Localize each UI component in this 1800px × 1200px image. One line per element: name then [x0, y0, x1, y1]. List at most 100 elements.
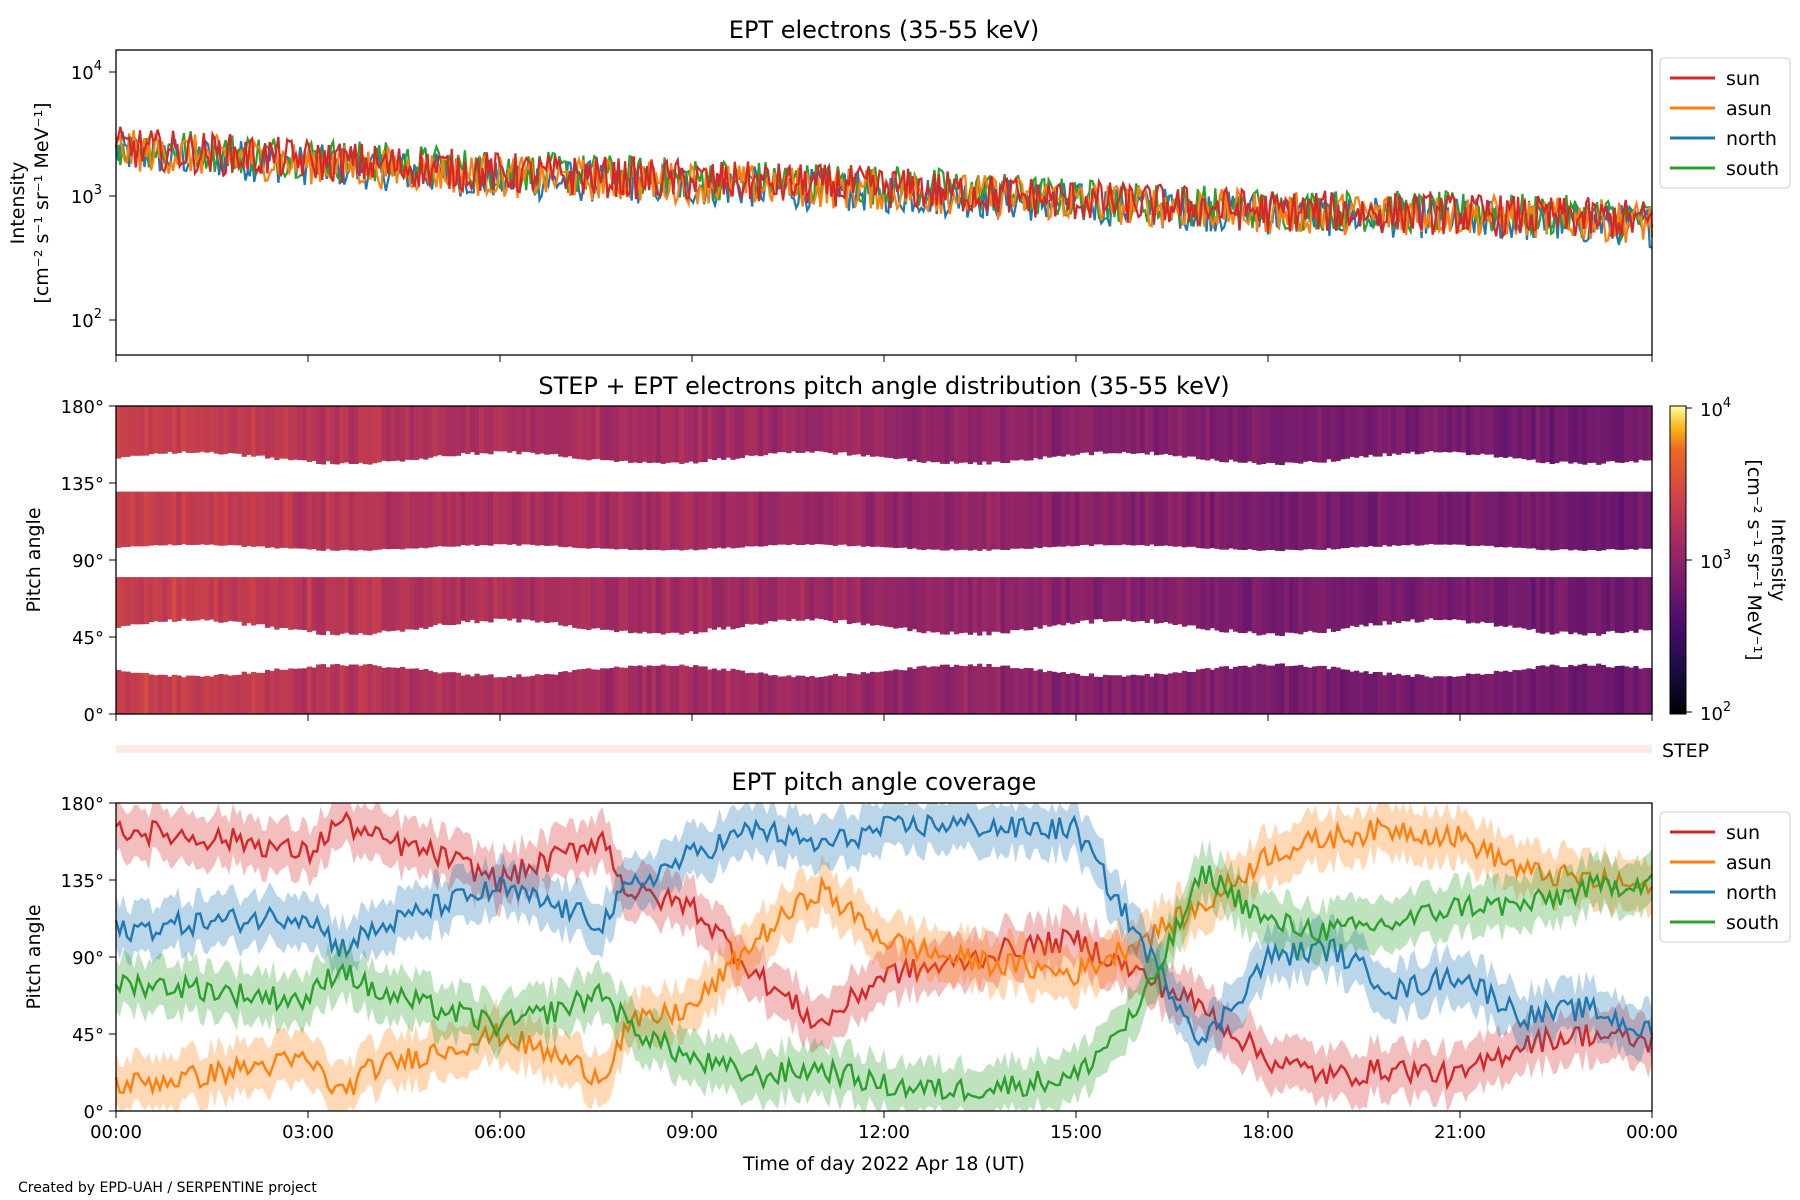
x-tick-label: 00:00 [90, 1122, 142, 1143]
heatmap-cell [758, 672, 764, 714]
heatmap-cell [1363, 491, 1369, 548]
svg-text:102: 102 [71, 307, 102, 332]
heatmap-cell [1237, 406, 1243, 463]
heatmap-cell [148, 406, 154, 455]
heatmap-cell [1489, 674, 1495, 714]
heatmap-cell [1354, 670, 1360, 714]
heatmap-cell [1600, 577, 1607, 635]
heatmap-cell [1610, 667, 1616, 714]
heatmap-cell [958, 577, 964, 634]
heatmap-cell [679, 577, 685, 635]
heatmap-cell [167, 406, 173, 452]
heatmap-cell [358, 577, 364, 634]
heatmap-cell [1121, 406, 1127, 452]
heatmap-cell [641, 666, 648, 714]
heatmap-cell [1586, 577, 1593, 634]
heatmap-cell [1572, 491, 1579, 550]
heatmap-cell [781, 676, 787, 714]
heatmap-cell [646, 577, 652, 634]
heatmap-cell [1000, 491, 1006, 550]
heatmap-cell [1405, 675, 1411, 714]
heatmap-cell [1400, 577, 1406, 622]
heatmap-cell [781, 406, 787, 453]
heatmap-cell [967, 577, 974, 635]
heatmap-cell [1582, 491, 1588, 551]
heatmap-cell [269, 671, 275, 714]
heatmap-cell [1451, 406, 1458, 452]
heatmap-cell [744, 491, 750, 547]
heatmap-cell [1005, 491, 1011, 550]
heatmap-cell [1344, 669, 1351, 714]
heatmap-cell [1181, 670, 1188, 714]
heatmap-cell [451, 577, 457, 625]
heatmap-cell [162, 406, 168, 454]
heatmap-cell [809, 491, 815, 545]
heatmap-cell [1326, 577, 1332, 629]
heatmap-cell [204, 491, 210, 545]
heatmap-cell [1419, 577, 1425, 622]
heatmap-cell [1000, 406, 1006, 463]
heatmap-cell [218, 577, 224, 623]
heatmap-cell [655, 577, 662, 634]
heatmap-cell [655, 491, 662, 550]
heatmap-cell [1247, 406, 1253, 462]
heatmap-cell [213, 406, 219, 454]
heatmap-cell [1624, 577, 1630, 633]
heatmap-cell [264, 669, 271, 714]
heatmap-cell [1507, 491, 1513, 547]
heatmap-cell [385, 491, 392, 550]
heatmap-cell [1396, 406, 1402, 455]
heatmap-cell [744, 577, 750, 624]
heatmap-cell [250, 671, 257, 714]
heatmap-cell [153, 675, 159, 714]
heatmap-cell [1023, 667, 1029, 714]
heatmap-cell [483, 406, 489, 454]
heatmap-cell [1493, 491, 1499, 548]
heatmap-cell [790, 677, 797, 714]
colorbar-ticks: 102 103 104 [1686, 396, 1731, 725]
heatmap-cell [423, 406, 429, 460]
heatmap-cell [683, 491, 690, 550]
heatmap-cell [390, 667, 396, 714]
heatmap-cell [246, 673, 252, 714]
heatmap-cell [1316, 665, 1323, 714]
heatmap-cell [223, 406, 229, 455]
heatmap-cell [1228, 491, 1234, 549]
heatmap-cell [1544, 666, 1551, 714]
heatmap-cell [721, 491, 727, 549]
heatmap-cell [409, 668, 415, 714]
heatmap-cell [502, 491, 508, 545]
heatmap-cell [651, 665, 657, 714]
heatmap-cell [418, 577, 424, 628]
coverage-line-north [114, 812, 1654, 1047]
heatmap-cell [958, 406, 964, 463]
heatmap-cell [334, 406, 341, 465]
heatmap-cell [283, 406, 289, 459]
heatmap-cell [255, 406, 261, 456]
heatmap-cell [665, 406, 671, 463]
heatmap-cell [167, 577, 173, 620]
heatmap-cell [646, 406, 652, 464]
heatmap-cell [1000, 577, 1006, 634]
heatmap-cell [1116, 675, 1122, 714]
heatmap-cell [525, 676, 531, 714]
heatmap-cell [1265, 665, 1271, 714]
heatmap-cell [534, 577, 541, 623]
heatmap-cell [1270, 491, 1276, 550]
heatmap-cell [1377, 491, 1383, 547]
heatmap-cell [828, 675, 834, 714]
heatmap-cell [972, 666, 978, 714]
heatmap-cell [488, 577, 494, 623]
panel1-ylabel-line1: Intensity [7, 162, 29, 245]
heatmap-cell [395, 667, 401, 714]
heatmap-cell [1042, 672, 1048, 714]
panel3-yticks: 0° 45° 90° 135° 180° [61, 794, 116, 1123]
heatmap-cell [562, 406, 569, 458]
heatmap-cell [530, 491, 536, 545]
heatmap-cell [1610, 491, 1616, 549]
heatmap-cell [1465, 673, 1472, 714]
heatmap-cell [1247, 577, 1253, 632]
heatmap-cell [1074, 491, 1081, 546]
heatmap-cell [292, 491, 299, 549]
heatmap-cell [134, 491, 140, 547]
